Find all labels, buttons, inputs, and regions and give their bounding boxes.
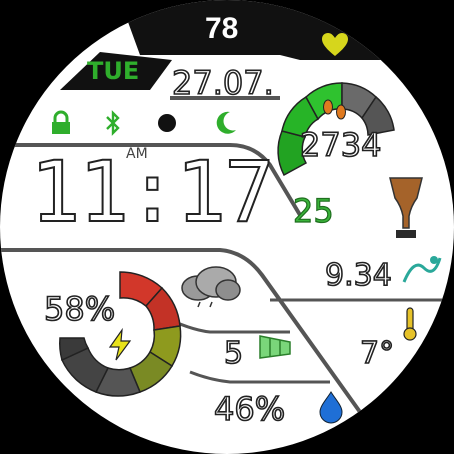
top-band (120, 0, 454, 60)
time-minutes: 17 (175, 143, 276, 241)
trophy-icon (389, 177, 423, 238)
steps-count: 2734 (299, 125, 382, 165)
cloud-icon (181, 266, 241, 308)
date-label: 27.07. (171, 63, 274, 103)
lock-icon (52, 110, 70, 134)
wind-value: 5 (223, 335, 244, 372)
steps-gauge (277, 82, 395, 177)
divider-line (0, 248, 362, 414)
step-secondary-value: 25 (292, 191, 334, 230)
distance-value: 9.34 (324, 257, 392, 294)
day-tab (60, 52, 172, 90)
water-drop-icon (319, 391, 343, 424)
time-display: 11:17 (29, 149, 276, 235)
time-separator: : (126, 143, 179, 241)
day-of-week: TUE (87, 57, 140, 85)
lightning-icon (108, 328, 132, 361)
divider-line (189, 370, 330, 384)
moon-icon (216, 111, 236, 134)
footsteps-icon (323, 99, 346, 120)
battery-percent: 58% (43, 289, 116, 329)
ampm-label: AM (126, 146, 148, 162)
distance-icon (402, 256, 442, 283)
divider-line (0, 143, 302, 217)
thermometer-icon (403, 307, 417, 341)
battery-gauge (59, 271, 182, 397)
bluetooth-icon (106, 110, 120, 136)
temperature-value: 7° (359, 335, 395, 372)
dot-icon (158, 114, 176, 132)
heart-rate-value: 78 (205, 12, 239, 45)
time-hours: 11 (29, 143, 130, 241)
heart-icon (322, 33, 348, 56)
windsock-icon (259, 335, 291, 359)
humidity-value: 46% (213, 389, 286, 429)
